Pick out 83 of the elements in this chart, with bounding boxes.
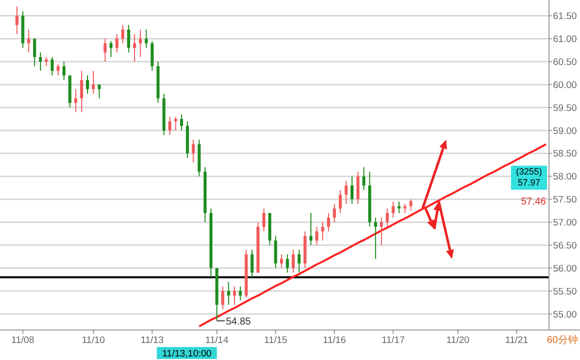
candlestick — [262, 208, 266, 232]
y-tick-label: 58.50 — [553, 148, 577, 160]
y-tick-label: 60.50 — [553, 56, 577, 68]
candlestick — [280, 254, 283, 269]
candlestick — [33, 38, 36, 67]
candlestick — [332, 203, 336, 223]
candlestick — [232, 286, 236, 306]
candlestick — [409, 198, 412, 212]
candlestick — [86, 74, 89, 94]
candlestick — [27, 29, 30, 53]
y-tick-label: 61.50 — [553, 11, 577, 22]
candlestick — [238, 286, 242, 301]
candlestick — [110, 40, 113, 58]
candlestick — [174, 116, 178, 131]
y-tick-label: 61.00 — [553, 34, 577, 46]
x-tick-label: 11/20 — [446, 335, 470, 346]
candlestick — [74, 88, 78, 113]
candlestick — [315, 226, 318, 246]
candlestick — [350, 176, 354, 204]
candlestick — [250, 249, 254, 278]
candlestick — [374, 217, 378, 260]
candlestick — [380, 217, 383, 246]
candlestick — [62, 61, 66, 80]
candlestick — [92, 70, 95, 94]
y-tick-label: 56.50 — [553, 240, 577, 252]
candlestick — [127, 24, 130, 53]
candlestick — [362, 166, 366, 191]
candlestick — [115, 34, 118, 53]
x-tick-label: 11/21 — [505, 335, 528, 346]
y-tick-label: 58.00 — [553, 172, 577, 183]
x-tick-label: 11/17 — [382, 335, 405, 346]
candlestick — [138, 29, 142, 58]
candlestick — [344, 180, 348, 204]
x-tick-label: 11/16 — [322, 335, 346, 346]
candlestick — [144, 29, 148, 48]
candlestick — [356, 171, 360, 204]
candlestick — [121, 24, 124, 44]
candlestick — [50, 56, 54, 76]
candlestick — [386, 208, 389, 228]
y-tick-label: 59.50 — [553, 102, 577, 114]
x-tick-label: 11/14 — [205, 335, 228, 346]
line-series — [198, 143, 548, 328]
candlestick — [98, 84, 101, 99]
annotation: 57.46 — [520, 196, 546, 208]
annotation: 57.97 — [518, 178, 540, 188]
candlestick — [227, 281, 230, 306]
x-tick-label: 11/08 — [11, 335, 34, 346]
annotation: 54.85 — [226, 316, 252, 328]
candlestick — [309, 212, 312, 246]
candlestick — [403, 203, 406, 214]
candlestick — [286, 254, 289, 274]
candlestick — [104, 38, 107, 62]
candlestick — [338, 190, 342, 214]
candlestick — [80, 70, 84, 113]
candlestick — [192, 139, 195, 164]
x-tick-label: 11/10 — [82, 335, 105, 346]
candlestick — [392, 201, 395, 218]
candlestick — [38, 52, 42, 72]
y-tick-label: 60.00 — [553, 80, 577, 91]
x-tick-label: 11/13 — [140, 335, 164, 346]
text: 11/13,10:00 — [162, 348, 212, 360]
candlestick — [168, 116, 172, 136]
candlestick — [292, 249, 295, 274]
y-tick-label: 57.50 — [553, 194, 577, 206]
y-tick-label: 59.00 — [553, 126, 577, 137]
y-tick-label: 55.00 — [553, 309, 577, 320]
candlestick — [327, 212, 330, 232]
candlestick — [298, 249, 301, 274]
candlestick — [56, 63, 60, 76]
candlestick — [150, 40, 154, 72]
candlestick — [221, 286, 224, 310]
candlestick — [321, 222, 324, 242]
candlestick — [274, 235, 278, 269]
candlestick — [180, 114, 184, 131]
x-tick-label: 11/15 — [264, 335, 288, 346]
y-tick-label: 55.50 — [553, 286, 577, 298]
candlestick — [133, 34, 136, 62]
candlestick — [15, 6, 18, 35]
candlestick — [398, 201, 401, 214]
text: 60分钟 — [546, 334, 578, 346]
y-tick-label: 56.00 — [553, 263, 577, 274]
y-tick-label: 57.00 — [553, 218, 577, 229]
annotation: (3255) — [516, 166, 542, 177]
